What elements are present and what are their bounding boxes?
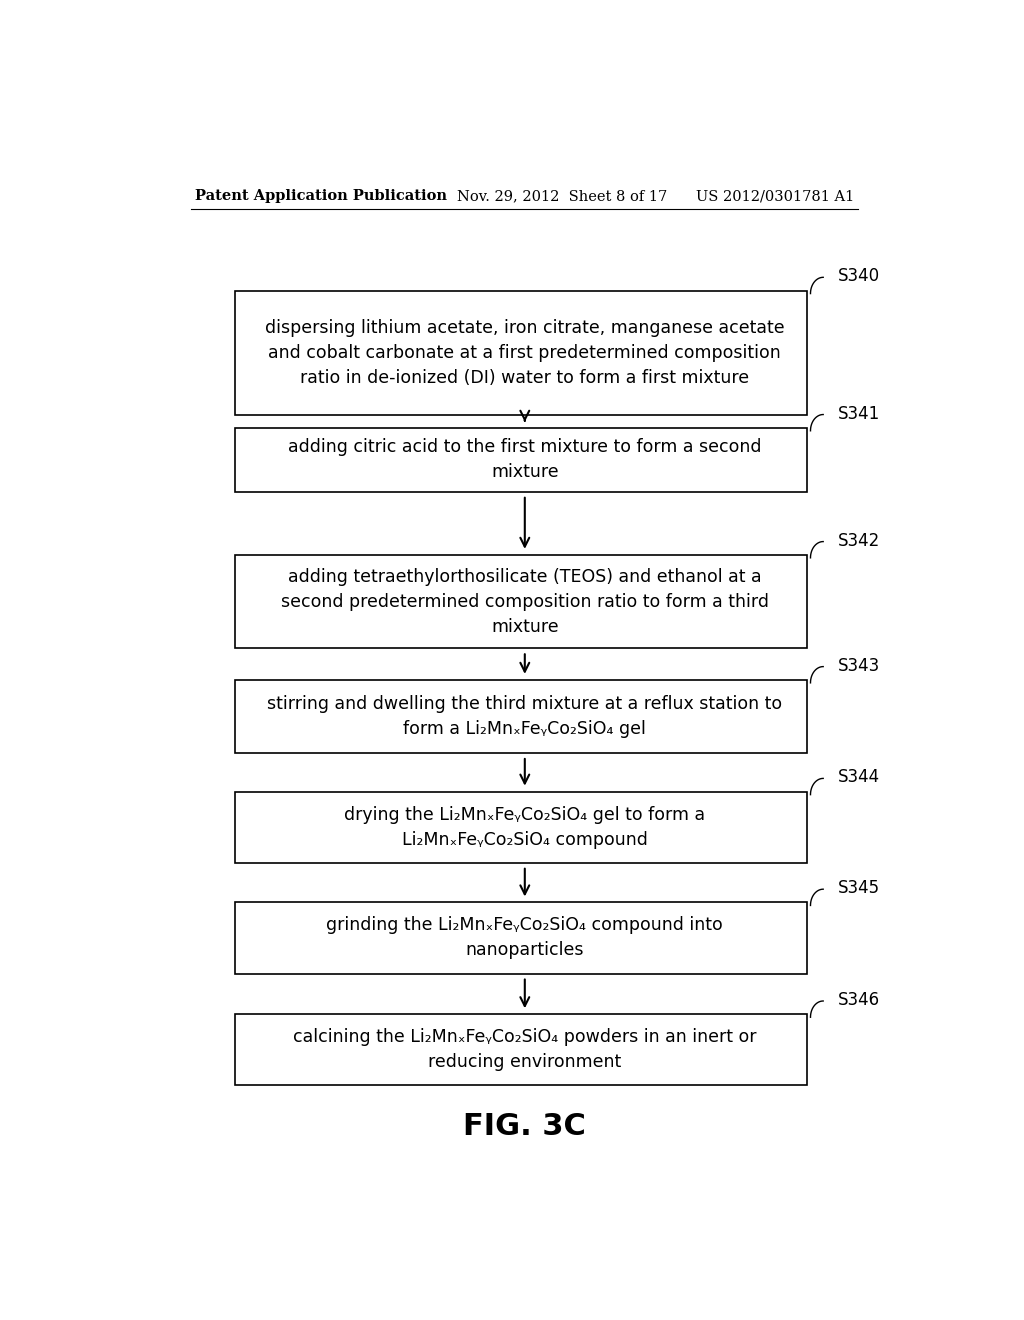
Text: S340: S340 bbox=[839, 268, 881, 285]
Text: US 2012/0301781 A1: US 2012/0301781 A1 bbox=[696, 189, 854, 203]
Text: calcining the Li₂MnₓFeᵧCo₂SiO₄ powders in an inert or
reducing environment: calcining the Li₂MnₓFeᵧCo₂SiO₄ powders i… bbox=[293, 1028, 757, 1072]
Text: S345: S345 bbox=[839, 879, 881, 898]
Bar bbox=[236, 428, 807, 492]
Text: Nov. 29, 2012  Sheet 8 of 17: Nov. 29, 2012 Sheet 8 of 17 bbox=[458, 189, 668, 203]
Bar bbox=[236, 554, 807, 648]
Bar bbox=[236, 792, 807, 863]
Text: adding tetraethylorthosilicate (TEOS) and ethanol at a
second predetermined comp: adding tetraethylorthosilicate (TEOS) an… bbox=[281, 568, 769, 635]
Text: FIG. 3C: FIG. 3C bbox=[464, 1111, 586, 1140]
Text: S341: S341 bbox=[839, 404, 881, 422]
Bar bbox=[236, 1014, 807, 1085]
Text: dispersing lithium acetate, iron citrate, manganese acetate
and cobalt carbonate: dispersing lithium acetate, iron citrate… bbox=[265, 318, 784, 387]
Bar bbox=[236, 680, 807, 752]
Text: S346: S346 bbox=[839, 991, 881, 1008]
Text: adding citric acid to the first mixture to form a second
mixture: adding citric acid to the first mixture … bbox=[288, 438, 762, 482]
Text: grinding the Li₂MnₓFeᵧCo₂SiO₄ compound into
nanoparticles: grinding the Li₂MnₓFeᵧCo₂SiO₄ compound i… bbox=[327, 916, 723, 960]
Text: Patent Application Publication: Patent Application Publication bbox=[196, 189, 447, 203]
Text: S342: S342 bbox=[839, 532, 881, 549]
Text: S343: S343 bbox=[839, 656, 881, 675]
Text: S344: S344 bbox=[839, 768, 881, 787]
Text: drying the Li₂MnₓFeᵧCo₂SiO₄ gel to form a
Li₂MnₓFeᵧCo₂SiO₄ compound: drying the Li₂MnₓFeᵧCo₂SiO₄ gel to form … bbox=[344, 805, 706, 849]
Text: stirring and dwelling the third mixture at a reflux station to
form a Li₂MnₓFeᵧC: stirring and dwelling the third mixture … bbox=[267, 694, 782, 738]
Bar bbox=[236, 903, 807, 974]
Bar bbox=[236, 290, 807, 414]
